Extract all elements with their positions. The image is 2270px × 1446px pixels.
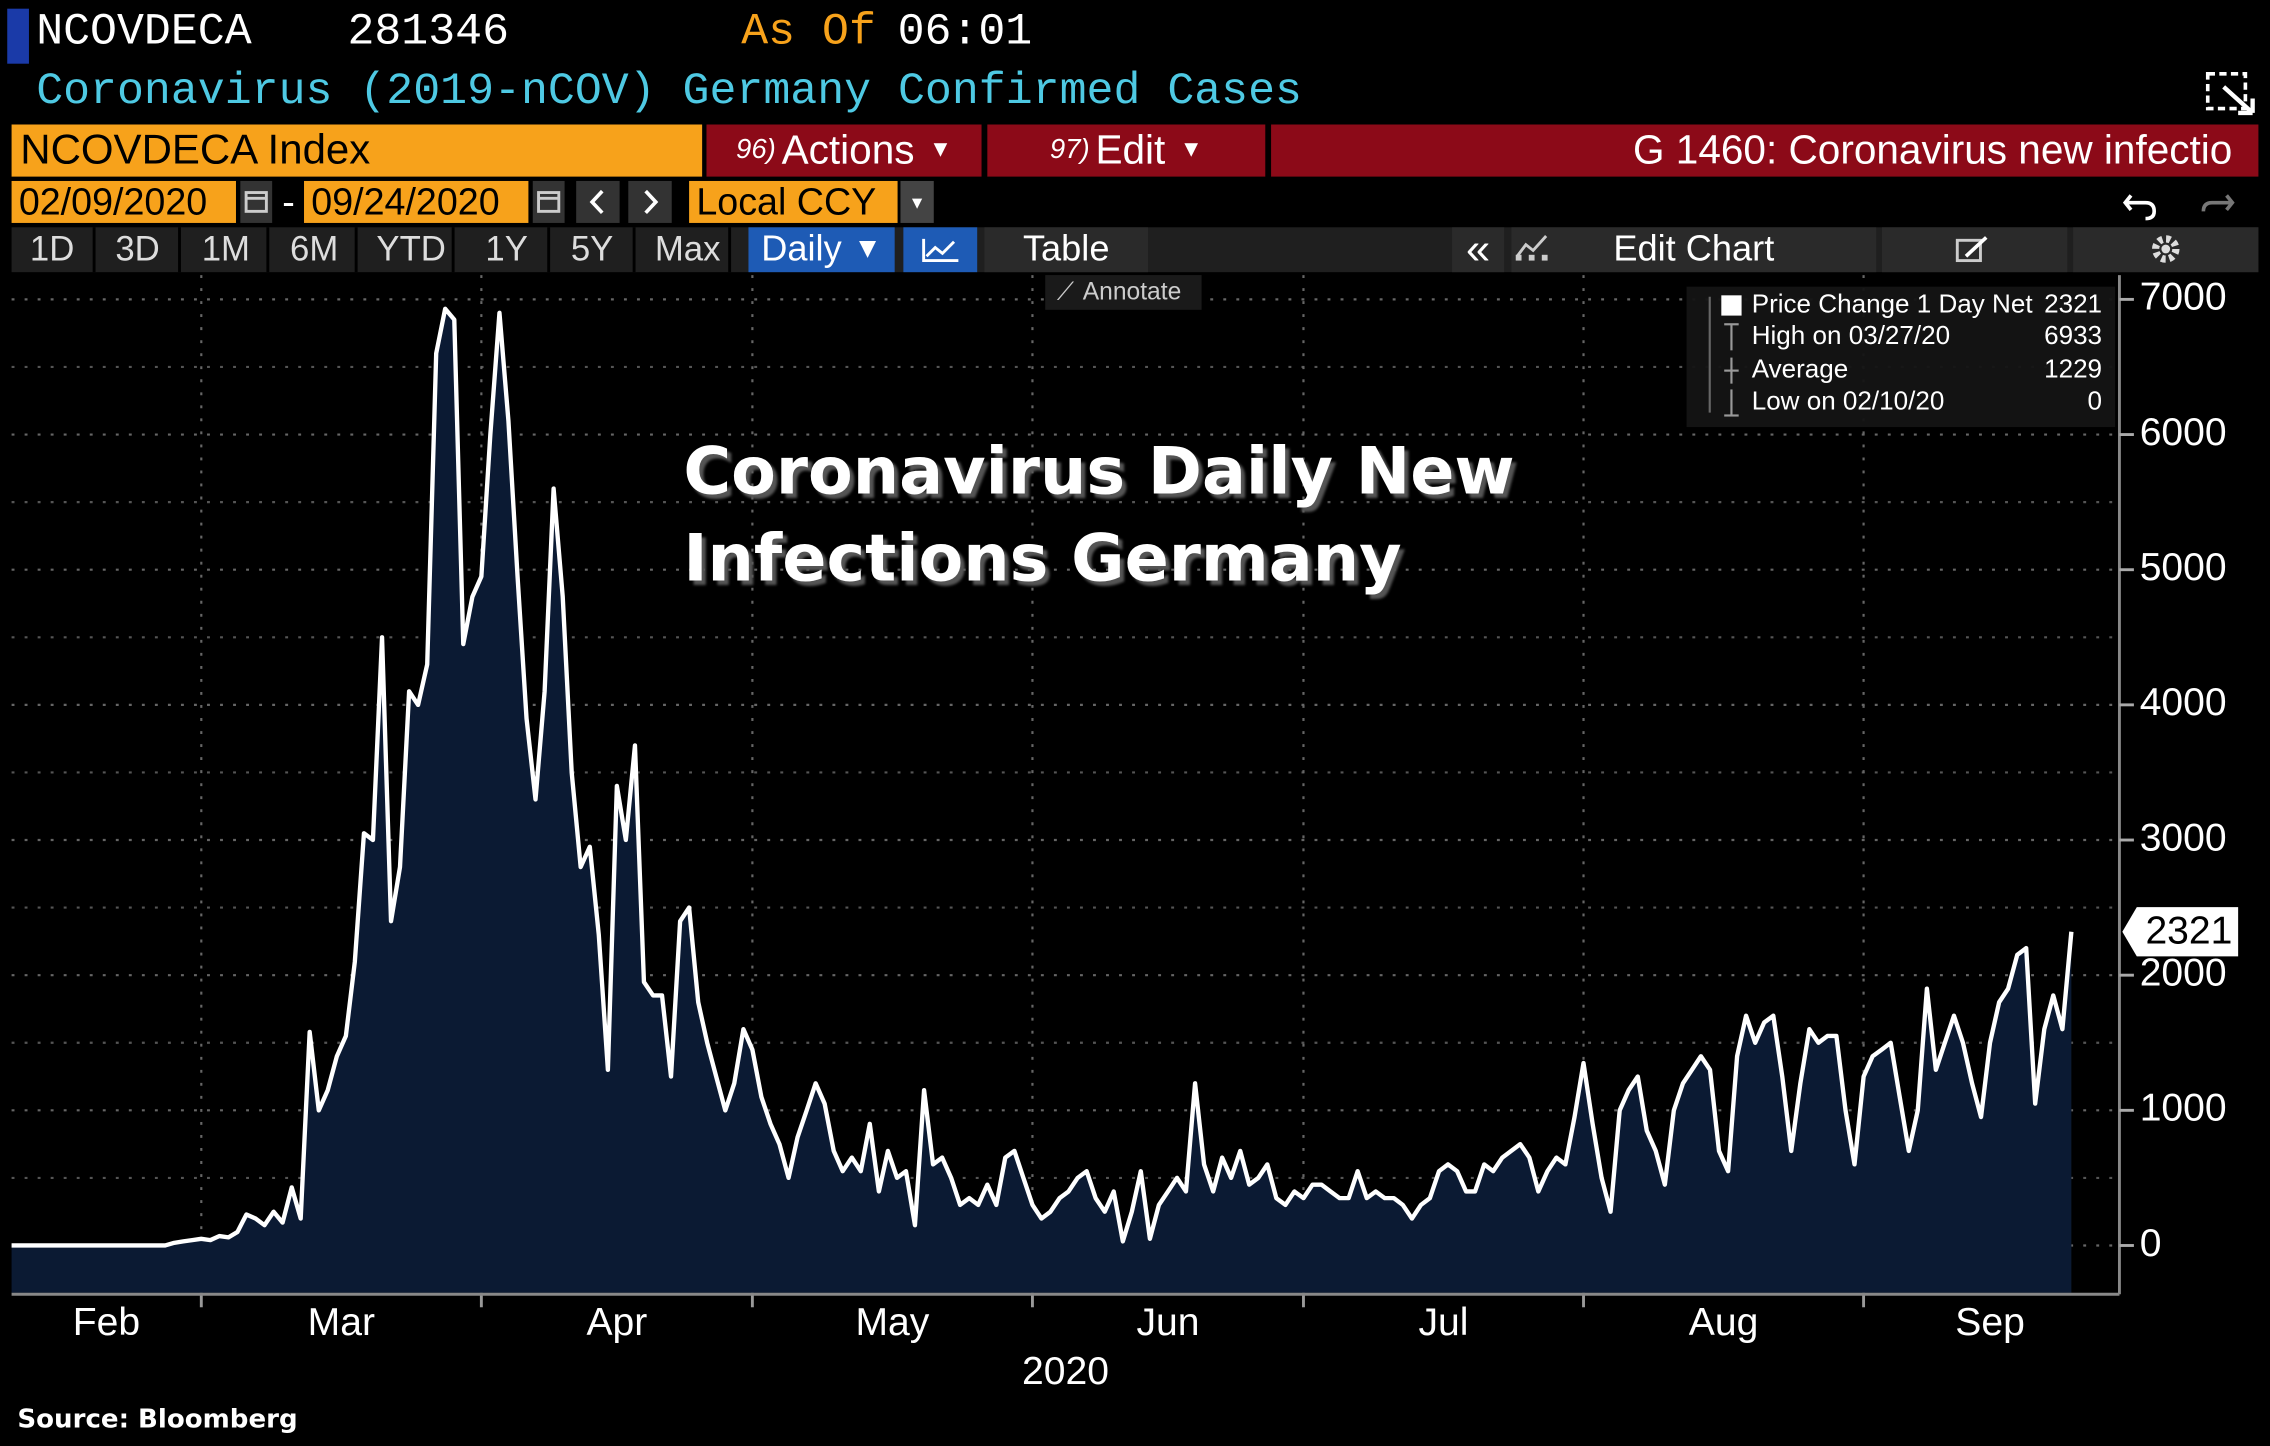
chart-title: Coronavirus Daily New Infections Germany bbox=[683, 432, 1515, 597]
ticker: NCOVDECA bbox=[36, 7, 252, 58]
end-date[interactable]: 09/24/2020 bbox=[304, 179, 529, 223]
description: Coronavirus (2019-nCOV) Germany Confirme… bbox=[36, 66, 1302, 118]
end-date-text: 09/24/2020 bbox=[311, 179, 500, 223]
legend-label: Price Change 1 Day Net bbox=[1752, 288, 2034, 318]
x-axis-label: 2020 bbox=[1022, 1350, 1109, 1393]
prev-button[interactable] bbox=[576, 180, 620, 223]
actions-label: Actions bbox=[781, 127, 915, 173]
legend-value: 6933 bbox=[2044, 320, 2102, 350]
period-tab[interactable]: 6M bbox=[274, 227, 358, 273]
edit-chart-button[interactable]: Edit Chart bbox=[1511, 227, 1877, 273]
period-tab[interactable]: Max bbox=[647, 227, 732, 273]
settings-button[interactable] bbox=[2073, 227, 2259, 273]
security: NCOVDECA Index bbox=[20, 126, 371, 174]
area bbox=[11, 308, 2072, 1293]
dropdown-arrow: ▼ bbox=[1179, 137, 1203, 163]
legend-label: Low on 02/10/20 bbox=[1752, 385, 1945, 415]
x-tick-label: Sep bbox=[1955, 1301, 2025, 1344]
next-button[interactable] bbox=[628, 180, 672, 223]
gear-icon bbox=[2152, 235, 2180, 263]
last-value-tag bbox=[2122, 907, 2239, 957]
edit-button[interactable]: 97) Edit ▼ bbox=[987, 124, 1266, 177]
focus-marker bbox=[7, 8, 29, 64]
y-tick-label: 7000 bbox=[2140, 276, 2227, 319]
prev-icon bbox=[589, 189, 604, 215]
dropdown-arrow: ▼ bbox=[929, 137, 952, 163]
annotate-button[interactable]: ⟋ Annotate bbox=[1045, 275, 1202, 310]
line bbox=[11, 306, 2074, 1248]
x-tick-label: Apr bbox=[586, 1301, 647, 1344]
legend-label: High on 03/27/20 bbox=[1752, 320, 1950, 350]
last-value-label: 2321 bbox=[2145, 910, 2232, 953]
x-tick-label: May bbox=[855, 1301, 929, 1344]
collapse-button[interactable]: « bbox=[1452, 225, 1505, 273]
next-icon bbox=[644, 189, 659, 215]
y-tick-label: 6000 bbox=[2140, 411, 2227, 454]
dropdown-arrow: ▼ bbox=[853, 233, 882, 265]
y-tick-label: 3000 bbox=[2140, 816, 2227, 859]
function-name: G 1460: Coronavirus new infectio bbox=[1633, 127, 2233, 173]
y-tick-label: 2000 bbox=[2140, 952, 2227, 995]
y-tick-label: 4000 bbox=[2140, 681, 2227, 724]
popout-icon[interactable] bbox=[2203, 69, 2261, 118]
calendar-button[interactable] bbox=[240, 180, 273, 223]
edit-label: Edit bbox=[1095, 127, 1166, 173]
edit-chart-icon bbox=[1515, 235, 1548, 261]
actions-code: 96) bbox=[736, 134, 776, 166]
legend-box bbox=[1686, 286, 2116, 428]
period-tab[interactable]: YTD bbox=[371, 227, 455, 273]
table-button[interactable]: Table bbox=[984, 227, 1149, 273]
draw-icon bbox=[1955, 236, 1988, 263]
y-tick-label: 5000 bbox=[2140, 546, 2227, 589]
legend-value: 2321 bbox=[2044, 288, 2102, 318]
x-tick-label: Feb bbox=[73, 1301, 140, 1344]
undo-redo[interactable] bbox=[2114, 182, 2259, 223]
legend-value: 0 bbox=[2088, 385, 2103, 415]
chart-icon bbox=[922, 238, 959, 263]
period-tab[interactable]: 3D bbox=[97, 227, 181, 273]
function-bar[interactable]: G 1460: Coronavirus new infectio bbox=[1271, 124, 2259, 177]
calendar-icon bbox=[244, 191, 268, 213]
actions-button[interactable]: 96) Actions ▼ bbox=[706, 124, 982, 177]
source: Source: Bloomberg bbox=[17, 1404, 298, 1435]
header-value: 281346 bbox=[347, 7, 510, 58]
x-tick-label: Jun bbox=[1136, 1301, 1199, 1344]
security-field[interactable]: NCOVDECA Index bbox=[11, 124, 703, 177]
date-separator: - bbox=[282, 179, 295, 223]
period-tab[interactable]: 5Y bbox=[552, 227, 636, 273]
as-of-label: As Of bbox=[741, 7, 876, 58]
annotate-icon: ⟋ bbox=[1056, 277, 1075, 306]
period-tab[interactable]: 1Y bbox=[466, 227, 551, 273]
y-tick-label: 0 bbox=[2140, 1222, 2162, 1265]
period-tab[interactable]: 1D bbox=[12, 227, 96, 273]
x-tick-label: Jul bbox=[1419, 1301, 1469, 1344]
start-date-text: 02/09/2020 bbox=[18, 179, 208, 223]
legend-label: Average bbox=[1752, 353, 1849, 383]
table-label: Table bbox=[1022, 228, 1110, 270]
chart-view-button[interactable] bbox=[903, 227, 978, 273]
start-date[interactable]: 02/09/2020 bbox=[11, 179, 236, 223]
frequency: Daily bbox=[761, 228, 842, 270]
edit-chart-label: Edit Chart bbox=[1613, 228, 1775, 270]
as-of-time: 06:01 bbox=[897, 7, 1033, 58]
draw-button[interactable] bbox=[1882, 227, 2068, 273]
calendar-button[interactable] bbox=[532, 180, 565, 223]
period-tab[interactable]: 1M bbox=[185, 227, 270, 273]
frequency-dropdown[interactable]: Daily ▼ bbox=[748, 227, 895, 273]
legend-value: 1229 bbox=[2044, 353, 2102, 383]
legend-swatch bbox=[1721, 295, 1742, 316]
x-tick-label: Aug bbox=[1689, 1301, 1759, 1344]
x-tick-label: Mar bbox=[308, 1301, 375, 1344]
currency: Local CCY bbox=[696, 179, 877, 223]
annotate-label: Annotate bbox=[1082, 277, 1182, 306]
currency-dropdown[interactable]: ▼ bbox=[900, 180, 934, 223]
currency-field[interactable]: Local CCY bbox=[689, 179, 898, 223]
calendar-icon bbox=[537, 191, 561, 213]
edit-code: 97) bbox=[1049, 134, 1090, 166]
y-tick-label: 1000 bbox=[2140, 1087, 2227, 1130]
